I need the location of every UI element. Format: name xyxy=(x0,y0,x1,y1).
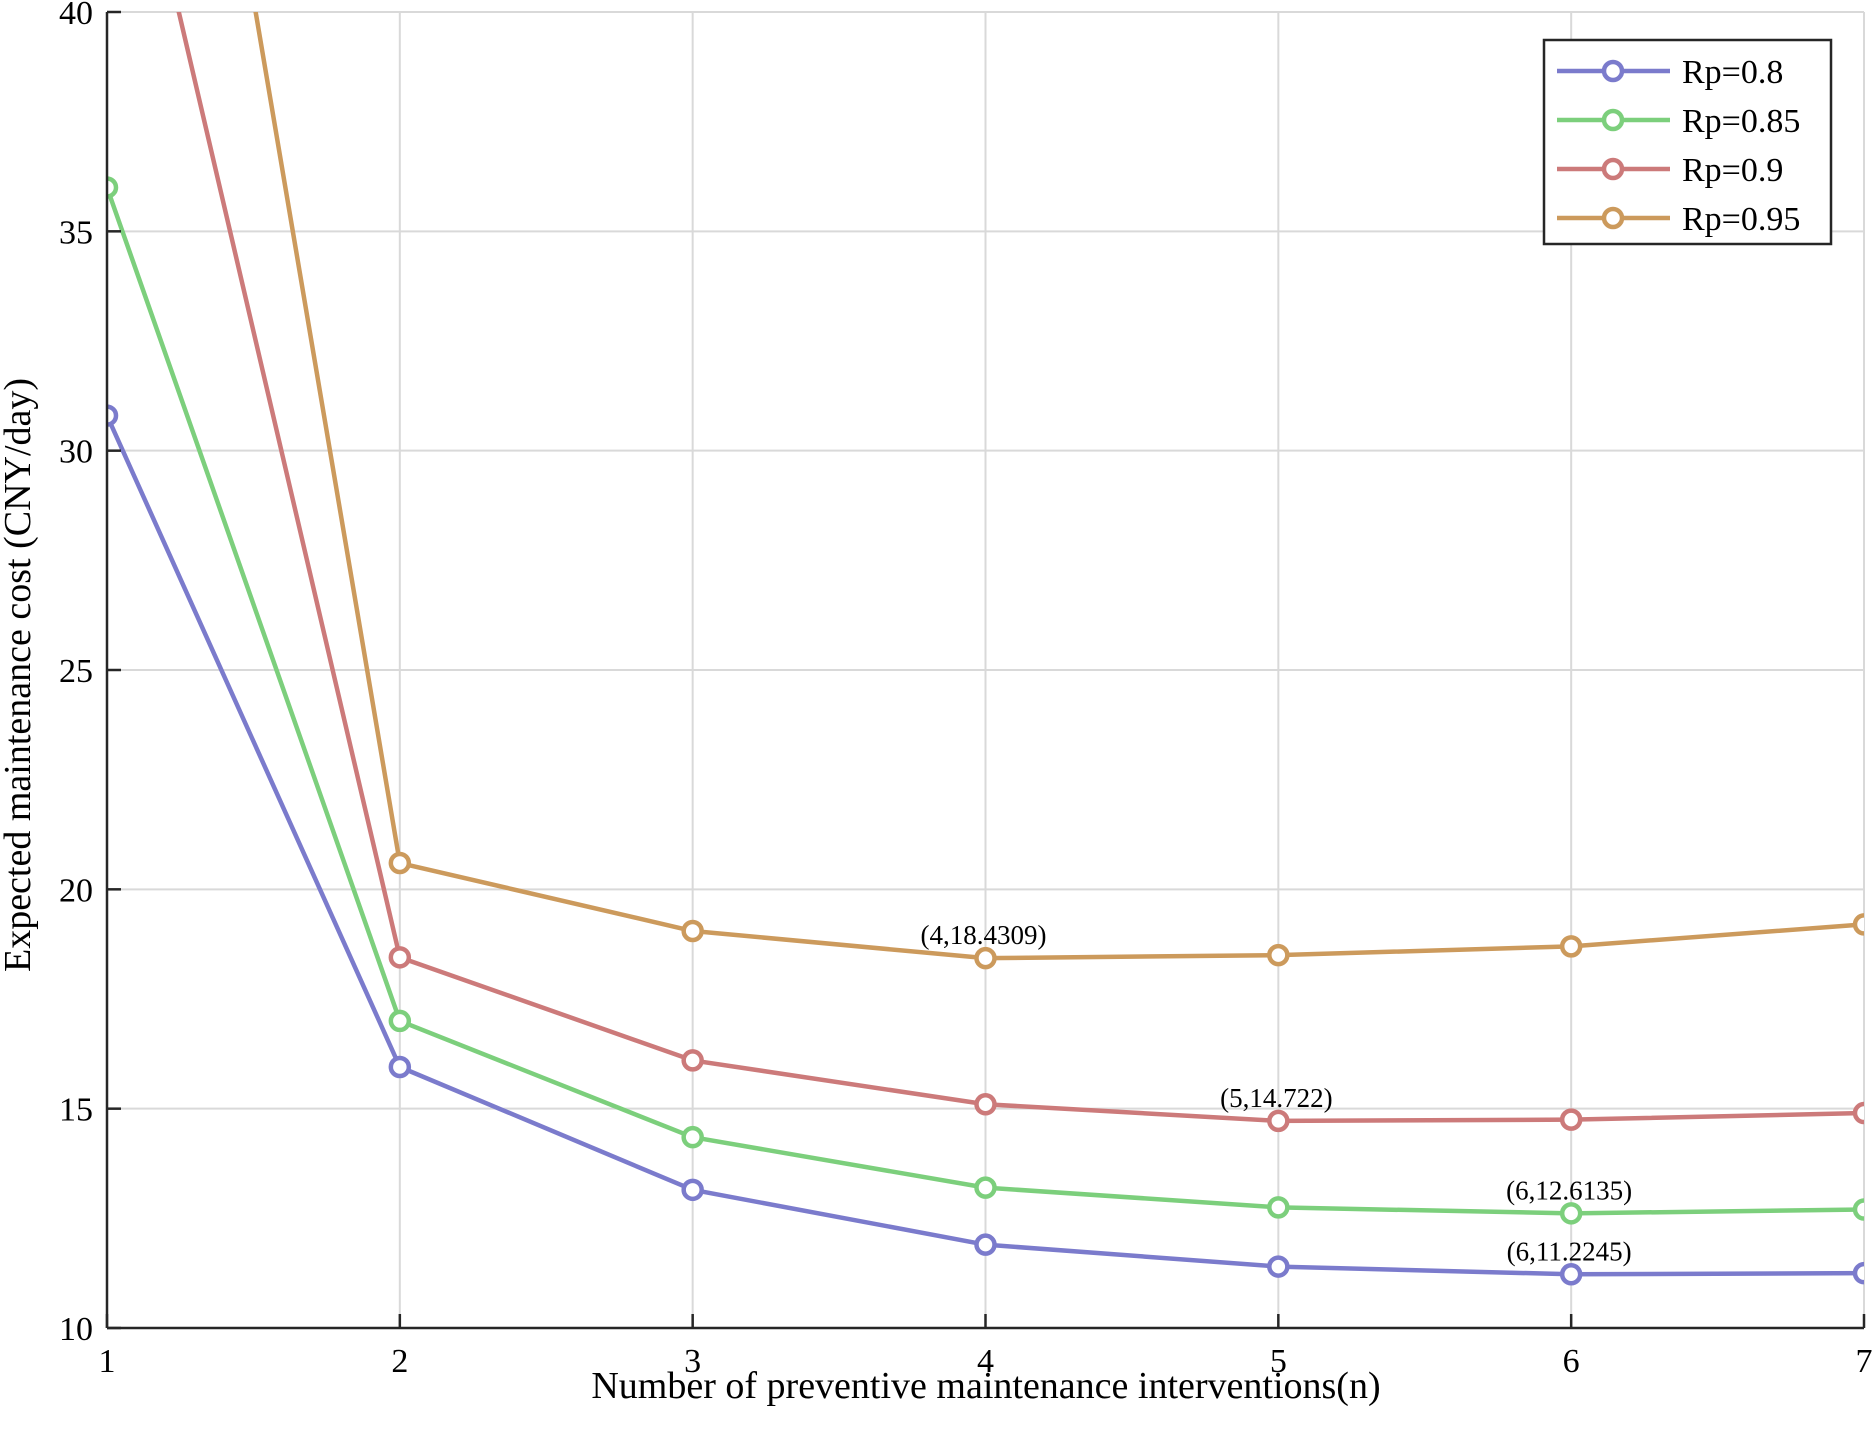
legend-label-2: Rp=0.85 xyxy=(1682,103,1800,140)
annotation-label: (5,14.722) xyxy=(1220,1083,1332,1113)
tick-labels: 1 2 3 4 5 6 7 10 15 20 25 30 35 40 xyxy=(59,0,1873,1380)
y-tick-label: 35 xyxy=(59,214,93,251)
legend-label-4: Rp=0.95 xyxy=(1682,201,1800,238)
series-1-point xyxy=(974,1233,997,1256)
series-4-point xyxy=(974,946,997,970)
series-4-point xyxy=(1852,913,1864,936)
x-tick-label: 5 xyxy=(1270,1343,1287,1380)
series-1-point xyxy=(388,1055,412,1079)
legend-marker-3 xyxy=(1601,157,1625,181)
annotation-label: (6,12.6135) xyxy=(1506,1175,1632,1205)
series-3-point xyxy=(388,946,412,969)
y-tick-label: 40 xyxy=(59,0,93,32)
x-tick-label: 2 xyxy=(391,1343,408,1380)
x-tick-label: 6 xyxy=(1563,1343,1580,1380)
legend: Rp=0.8 Rp=0.85 Rp=0.9 Rp=0.95 xyxy=(1542,38,1833,246)
annotation-label: (6,11.2245) xyxy=(1507,1236,1632,1266)
x-axis-label: Number of preventive maintenance interve… xyxy=(591,1365,1380,1407)
y-tick-label: 30 xyxy=(59,434,93,471)
series-4-point xyxy=(1267,943,1290,967)
annotations: (4,18.4309) (5,14.722) (6,12.6135) (6,11.22… xyxy=(921,920,1633,1266)
series-2-point xyxy=(388,1009,412,1033)
series-1-point xyxy=(1852,1261,1864,1285)
axes xyxy=(105,10,1866,1330)
series-group xyxy=(107,12,1864,1286)
series-3-point xyxy=(1852,1101,1864,1125)
series-4-point xyxy=(681,919,704,943)
y-tick-label: 15 xyxy=(59,1092,93,1129)
legend-label-1: Rp=0.8 xyxy=(1682,54,1783,91)
series-1-point xyxy=(1559,1263,1583,1286)
series-1-point xyxy=(107,404,119,427)
series-2-point xyxy=(1852,1198,1864,1221)
series-3-point xyxy=(974,1093,997,1116)
legend-marker-2 xyxy=(1601,108,1625,132)
series-1-point xyxy=(681,1178,704,1202)
series-2-point xyxy=(974,1176,997,1199)
legend-marker-1 xyxy=(1601,59,1625,83)
series-3-point xyxy=(1559,1108,1583,1131)
x-tick-label: 7 xyxy=(1856,1343,1873,1380)
series-2-point xyxy=(681,1125,704,1149)
legend-marker-4 xyxy=(1601,206,1625,230)
series-1-point xyxy=(1267,1255,1290,1278)
y-tick-label: 10 xyxy=(59,1311,93,1348)
legend-label-3: Rp=0.9 xyxy=(1682,152,1783,189)
y-tick-label: 25 xyxy=(59,653,93,690)
series-2-point xyxy=(1559,1202,1583,1225)
series-4-point xyxy=(388,851,412,875)
series-3-point xyxy=(1267,1109,1290,1133)
series-2-point xyxy=(107,176,119,199)
legend-box xyxy=(1542,38,1833,246)
y-tick-label: 20 xyxy=(59,872,93,909)
x-tick-label: 4 xyxy=(977,1343,994,1380)
x-tick-label: 1 xyxy=(99,1343,116,1380)
x-tick-label: 3 xyxy=(684,1343,701,1380)
series-4-point xyxy=(1559,935,1583,958)
series-3-point xyxy=(681,1049,704,1072)
y-axis-label: Expected maintenance cost (CNY/day) xyxy=(0,378,39,972)
annotation-label: (4,18.4309) xyxy=(921,920,1047,950)
series-2-point xyxy=(1267,1196,1290,1219)
